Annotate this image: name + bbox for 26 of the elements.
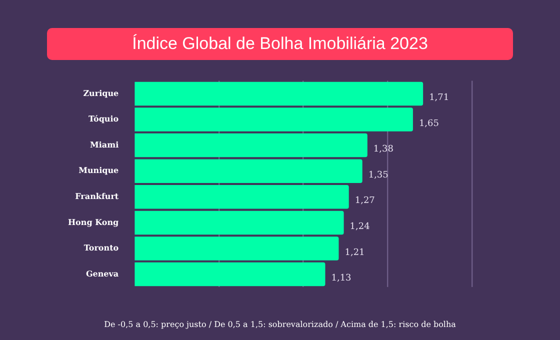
bar (134, 82, 424, 106)
y-tick-label: Toronto (84, 242, 120, 253)
data-label: 1,71 (429, 93, 450, 104)
data-label: 1,27 (354, 196, 376, 206)
y-tick-label: Tóquio (88, 114, 120, 124)
y-tick-label: Zurique (83, 88, 119, 98)
bar (134, 236, 339, 260)
y-tick-label: Hong Kong (68, 216, 120, 227)
data-label: 1,38 (373, 144, 394, 155)
bar (134, 133, 368, 158)
data-label: 1,24 (350, 222, 370, 232)
y-tick-label: Frankfurt (75, 190, 119, 201)
text: De -0,5 a 0,5: preço justo / De 0,5 a 1,5: sobrevalorizado / Acima de 1,5: risco de bolha (103, 320, 457, 329)
bar (134, 262, 326, 286)
y-tick-label: Geneva (86, 268, 119, 278)
data-label: 1,65 (418, 118, 440, 129)
bar (134, 159, 362, 183)
data-label: 1,21 (344, 248, 365, 258)
bar (134, 108, 413, 132)
y-tick-label: Munique (78, 165, 119, 176)
bar (134, 210, 344, 235)
data-label: 1,35 (368, 170, 389, 180)
y-tick-label: Miami (90, 139, 119, 150)
data-label: 1,13 (331, 274, 352, 284)
chart-title: Índice Global de Bolha Imobiliária 2023 (47, 28, 513, 60)
bar (134, 185, 349, 209)
